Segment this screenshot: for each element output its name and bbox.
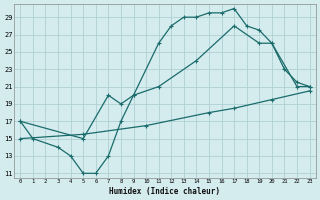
X-axis label: Humidex (Indice chaleur): Humidex (Indice chaleur) bbox=[109, 187, 220, 196]
